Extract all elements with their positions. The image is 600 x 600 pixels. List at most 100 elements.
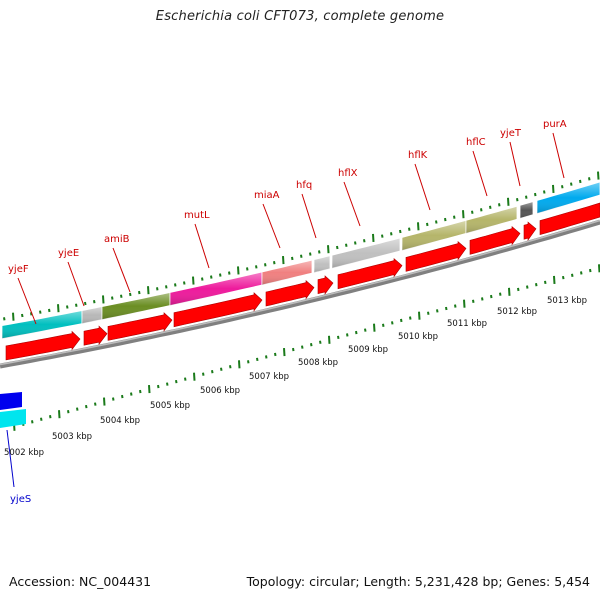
gene-box-shine <box>402 220 466 251</box>
scale-label: 5006 kbp <box>200 386 240 396</box>
scale-tick <box>427 311 430 315</box>
label-leader-mutL <box>194 223 210 269</box>
gene-label-amiB: amiB <box>104 234 130 245</box>
scale-tick <box>571 273 574 277</box>
gene-label-hflK: hflK <box>408 150 428 161</box>
gene-label-hflX: hflX <box>338 168 358 179</box>
scale-label: 5007 kbp <box>249 372 289 382</box>
scale-tick <box>435 220 438 224</box>
scale-tick <box>238 360 241 369</box>
scale-tick <box>526 285 529 289</box>
scale-tick <box>472 299 475 303</box>
scale-tick <box>174 283 177 287</box>
scale-tick <box>310 343 313 347</box>
scale-tick <box>220 367 223 371</box>
label-leader-hflK <box>414 163 431 211</box>
gene-box-shine <box>262 260 312 285</box>
scale-tick <box>193 372 196 381</box>
label-leader-amiB <box>112 247 131 293</box>
scale-tick <box>399 229 402 234</box>
scale-tick <box>30 312 33 316</box>
scale-tick <box>463 299 466 308</box>
scale-tick <box>517 287 520 292</box>
scale-label: 5011 kbp <box>447 319 487 329</box>
scale-tick <box>202 372 205 376</box>
scale-tick <box>300 254 303 258</box>
scale-tick <box>319 340 322 344</box>
scale-tick <box>345 243 348 247</box>
gene-box-reverse-blue <box>0 392 22 410</box>
scale-tick <box>301 345 304 349</box>
gene-label-mutL: mutL <box>184 210 210 221</box>
gene-box-shine <box>314 255 330 273</box>
scale-tick <box>390 232 393 236</box>
scale-tick <box>480 208 483 212</box>
scale-labels: 5002 kbp 5003 kbp 5004 kbp 5005 kbp 5006 kbp… <box>4 296 587 458</box>
orf-arrow <box>5 330 81 361</box>
scale-tick <box>273 261 276 265</box>
gene-label-yjeF: yjeF <box>8 264 29 275</box>
scale-tick <box>516 198 519 202</box>
scale-tick <box>292 347 295 352</box>
scale-tick <box>219 273 222 277</box>
label-leader-miaA <box>262 203 281 249</box>
scale-tick <box>508 287 511 296</box>
scale-tick <box>507 197 510 206</box>
scale-tick <box>283 347 286 357</box>
scale-tick <box>363 239 366 243</box>
scale-tick <box>12 312 15 321</box>
orf-arrow <box>265 279 315 307</box>
scale-tick <box>94 402 97 406</box>
gene-label-miaA: miaA <box>254 190 280 201</box>
scale-tick <box>237 266 240 275</box>
scale-tick <box>120 294 123 298</box>
scale-tick <box>274 352 277 357</box>
scale-tick <box>58 410 61 419</box>
scale-tick <box>157 384 160 389</box>
scale-tick <box>418 311 421 320</box>
scale-tick <box>535 283 538 287</box>
tick-marks <box>3 171 600 431</box>
scale-tick <box>543 190 546 194</box>
scale-tick <box>552 184 555 193</box>
scale-tick <box>562 275 565 280</box>
scale-tick <box>346 333 349 337</box>
scale-tick <box>67 410 70 414</box>
scale-tick <box>246 267 249 271</box>
scale-tick <box>598 264 600 273</box>
scale-label: 5002 kbp <box>4 448 44 458</box>
scale-tick <box>66 305 69 309</box>
scale-label: 5008 kbp <box>298 358 338 368</box>
scale-tick <box>391 321 394 325</box>
scale-tick <box>76 407 79 411</box>
gene-box-shine <box>170 272 262 306</box>
gene-label-yjeT: yjeT <box>500 128 522 139</box>
scale-tick <box>454 304 457 308</box>
gene-labels: yjeF yjeE amiB mutL miaA hfq hflX hflK hflC yjeT p… <box>6 119 567 505</box>
scale-label: 5005 kbp <box>150 401 190 411</box>
scale-tick <box>355 330 358 335</box>
scale-tick <box>156 287 159 291</box>
gene-box-shine <box>466 206 517 234</box>
label-leader-hflX <box>343 181 361 227</box>
orf-track <box>5 202 600 361</box>
label-leader-yjeF <box>17 277 37 325</box>
scale-tick <box>210 275 213 279</box>
scale-tick <box>138 290 141 295</box>
scale-tick <box>498 203 501 207</box>
scale-label: 5009 kbp <box>348 345 388 355</box>
label-leader-hfq <box>301 193 317 239</box>
scale-tick <box>102 295 105 304</box>
scale-tick <box>184 377 187 381</box>
scale-tick <box>85 404 88 409</box>
gene-box-shine <box>520 201 533 219</box>
scale-tick <box>597 171 600 180</box>
scale-tick <box>49 415 52 419</box>
label-leader-yjeT <box>509 141 521 187</box>
scale-tick <box>589 268 592 273</box>
scale-tick <box>265 355 268 359</box>
scale-tick <box>579 179 582 184</box>
scale-tick <box>372 233 375 243</box>
gene-label-yjeE: yjeE <box>58 248 79 259</box>
scale-tick <box>409 316 412 320</box>
